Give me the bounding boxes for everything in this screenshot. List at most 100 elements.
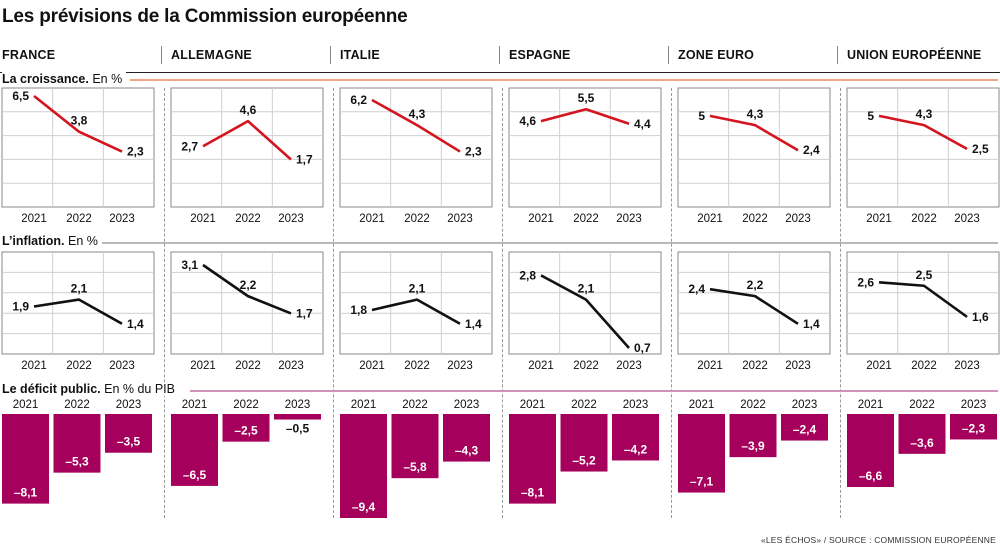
deficit-zone-euro-year-label: 2023 bbox=[792, 399, 818, 411]
inflation-union-europeenne-year-label: 2021 bbox=[866, 360, 892, 372]
growth-union-europeenne-data-label: 2,5 bbox=[972, 142, 989, 156]
growth-zone-euro-data-label: 2,4 bbox=[803, 143, 820, 157]
inflation-section-unit: En % bbox=[67, 234, 98, 248]
inflation-allemagne-year-label: 2023 bbox=[278, 360, 304, 372]
inflation-italie-frame bbox=[339, 251, 493, 355]
header-separator bbox=[668, 46, 669, 64]
growth-allemagne-data-label: 4,6 bbox=[240, 103, 257, 117]
deficit-section-title: Le déficit public. bbox=[2, 382, 101, 396]
deficit-union-europeenne-bar bbox=[950, 414, 997, 440]
inflation-zone-euro-year-label: 2021 bbox=[697, 360, 723, 372]
deficit-allemagne-data-label: –0,5 bbox=[286, 422, 310, 436]
growth-espagne-year-label: 2023 bbox=[616, 213, 642, 225]
deficit-espagne-data-label: –4,2 bbox=[624, 442, 648, 456]
inflation-zone-euro-data-label: 2,4 bbox=[688, 282, 705, 296]
inflation-espagne-year-label: 2021 bbox=[528, 360, 554, 372]
inflation-zone-euro-year-label: 2023 bbox=[785, 360, 811, 372]
growth-italie-line bbox=[371, 98, 461, 153]
inflation-allemagne-year-label: 2022 bbox=[235, 360, 261, 372]
inflation-france-year-label: 2022 bbox=[66, 360, 92, 372]
inflation-section-rule bbox=[102, 242, 998, 244]
growth-allemagne-line bbox=[202, 119, 292, 161]
inflation-allemagne-year-label: 2021 bbox=[190, 360, 216, 372]
inflation-allemagne-frame bbox=[170, 251, 324, 355]
deficit-france-bar bbox=[53, 414, 101, 473]
deficit-espagne-data-label: –5,2 bbox=[572, 454, 596, 468]
deficit-allemagne-bar bbox=[171, 414, 218, 486]
deficit-union-europeenne-bar bbox=[898, 414, 946, 454]
growth-italie-data-label: 4,3 bbox=[409, 107, 426, 121]
inflation-union-europeenne-line bbox=[878, 280, 968, 318]
inflation-france-data-label: 2,1 bbox=[71, 282, 88, 296]
growth-zone-euro-data-label: 4,3 bbox=[747, 107, 764, 121]
growth-italie-year-label: 2023 bbox=[447, 213, 473, 225]
growth-espagne-data-label: 5,5 bbox=[578, 91, 595, 105]
inflation-italie-year-label: 2023 bbox=[447, 360, 473, 372]
deficit-france-bar bbox=[105, 414, 152, 453]
growth-zone-euro-line bbox=[709, 114, 799, 152]
deficit-france-year-label: 2021 bbox=[13, 399, 39, 411]
growth-italie-year-label: 2021 bbox=[359, 213, 385, 225]
growth-zone-euro-year-label: 2023 bbox=[785, 213, 811, 225]
growth-union-europeenne-data-label: 5 bbox=[867, 109, 874, 123]
header-italie: ITALIE bbox=[340, 48, 380, 62]
growth-zone-euro-frame bbox=[677, 87, 831, 208]
growth-france-year-label: 2023 bbox=[109, 213, 135, 225]
growth-zone-euro-data-label: 5 bbox=[698, 109, 705, 123]
deficit-france-data-label: –3,5 bbox=[117, 435, 141, 449]
inflation-italie-year-label: 2021 bbox=[359, 360, 385, 372]
deficit-zone-euro-data-label: –3,9 bbox=[741, 439, 765, 453]
growth-france-data-label: 3,8 bbox=[71, 114, 88, 128]
inflation-italie-data-label: 2,1 bbox=[409, 282, 426, 296]
growth-france-year-label: 2022 bbox=[66, 213, 92, 225]
growth-espagne-data-label: 4,6 bbox=[519, 114, 536, 128]
deficit-espagne-bar bbox=[612, 414, 659, 461]
deficit-espagne-bar bbox=[560, 414, 608, 472]
deficit-allemagne-data-label: –2,5 bbox=[234, 424, 258, 438]
inflation-zone-euro-year-label: 2022 bbox=[742, 360, 768, 372]
growth-italie-data-label: 6,2 bbox=[350, 93, 367, 107]
growth-espagne-frame bbox=[508, 87, 662, 208]
growth-france-data-label: 6,5 bbox=[12, 89, 29, 103]
growth-italie-year-label: 2022 bbox=[404, 213, 430, 225]
deficit-union-europeenne-bar bbox=[847, 414, 894, 488]
growth-section-title: La croissance. bbox=[2, 72, 89, 86]
deficit-zone-euro-bar bbox=[781, 414, 828, 441]
deficit-union-europeenne-year-label: 2022 bbox=[909, 399, 935, 411]
growth-section-rule bbox=[130, 79, 998, 81]
growth-union-europeenne-year-label: 2022 bbox=[911, 213, 937, 225]
growth-espagne-year-label: 2022 bbox=[573, 213, 599, 225]
chart-title: Les prévisions de la Commission européen… bbox=[2, 6, 408, 27]
header-allemagne: ALLEMAGNE bbox=[171, 48, 252, 62]
growth-france-year-label: 2021 bbox=[21, 213, 47, 225]
deficit-france-data-label: –8,1 bbox=[14, 486, 38, 500]
inflation-union-europeenne-frame bbox=[846, 251, 1000, 355]
inflation-france-year-label: 2023 bbox=[109, 360, 135, 372]
growth-espagne-year-label: 2021 bbox=[528, 213, 554, 225]
deficit-zone-euro-year-label: 2021 bbox=[689, 399, 715, 411]
deficit-france-year-label: 2023 bbox=[116, 399, 142, 411]
inflation-union-europeenne-year-label: 2023 bbox=[954, 360, 980, 372]
header-espagne: ESPAGNE bbox=[509, 48, 571, 62]
growth-italie-data-label: 2,3 bbox=[465, 145, 482, 159]
deficit-zone-euro-year-label: 2022 bbox=[740, 399, 766, 411]
inflation-france-data-label: 1,9 bbox=[12, 300, 29, 314]
deficit-espagne-year-label: 2022 bbox=[571, 399, 597, 411]
inflation-espagne-data-label: 0,7 bbox=[634, 341, 651, 355]
header-rule bbox=[0, 72, 1000, 73]
deficit-espagne-bar bbox=[509, 414, 556, 504]
growth-union-europeenne-year-label: 2023 bbox=[954, 213, 980, 225]
header-separator bbox=[499, 46, 500, 64]
inflation-france-line bbox=[33, 298, 123, 325]
growth-allemagne-year-label: 2023 bbox=[278, 213, 304, 225]
header-france: FRANCE bbox=[2, 48, 56, 62]
inflation-france-frame bbox=[1, 251, 155, 355]
growth-zone-euro-year-label: 2021 bbox=[697, 213, 723, 225]
growth-allemagne-data-label: 1,7 bbox=[296, 153, 313, 167]
growth-france-frame bbox=[1, 87, 155, 208]
column-divider bbox=[333, 88, 334, 518]
growth-zone-euro-year-label: 2022 bbox=[742, 213, 768, 225]
deficit-zone-euro-bar bbox=[729, 414, 777, 458]
deficit-espagne-data-label: –8,1 bbox=[521, 486, 545, 500]
